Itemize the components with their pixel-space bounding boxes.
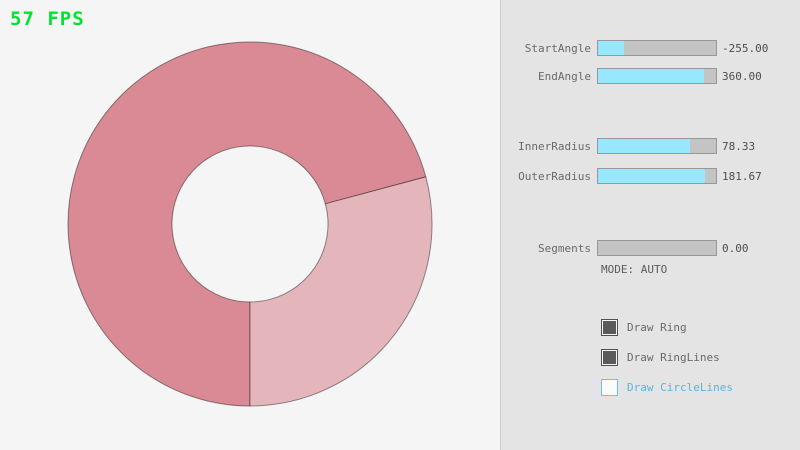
endangle-label: EndAngle <box>538 70 591 83</box>
outerradius-slider[interactable] <box>597 168 717 184</box>
endangle-slider[interactable] <box>597 68 717 84</box>
innerradius-slider[interactable] <box>597 138 717 154</box>
startangle-value: -255.00 <box>722 42 769 55</box>
slider-row-segments: Segments 0.00 <box>501 240 800 256</box>
slider-row-startangle: StartAngle -255.00 <box>501 40 800 56</box>
outerradius-slider-fill <box>598 169 706 183</box>
render-canvas: 57 FPS <box>10 8 433 407</box>
segments-slider[interactable] <box>597 240 717 256</box>
ring-sector-dark <box>67 41 427 407</box>
draw-ringlines-checkbox[interactable] <box>601 348 618 366</box>
slider-row-outerradius: OuterRadius 181.67 <box>501 168 800 184</box>
innerradius-label: InnerRadius <box>518 140 591 153</box>
startangle-slider[interactable] <box>597 40 717 56</box>
segments-value: 0.00 <box>722 242 749 255</box>
draw-circlelines-label: Draw CircleLines <box>627 380 733 394</box>
slider-row-endangle: EndAngle 360.00 <box>501 68 800 84</box>
startangle-slider-fill <box>598 41 624 55</box>
endangle-value: 360.00 <box>722 70 762 83</box>
mode-text: MODE: AUTO <box>601 263 668 276</box>
innerradius-slider-fill <box>598 139 691 153</box>
segments-label: Segments <box>538 242 591 255</box>
ring-sector-light <box>249 176 433 407</box>
controls-panel: StartAngle -255.00 EndAngle 360.00 Inner… <box>500 0 800 450</box>
draw-ring-label: Draw Ring <box>627 320 687 334</box>
draw-ringlines-label: Draw RingLines <box>627 350 720 364</box>
innerradius-value: 78.33 <box>722 140 756 153</box>
checkbox-draw-ringlines[interactable]: Draw RingLines <box>601 348 720 366</box>
checkbox-draw-ring[interactable]: Draw Ring <box>601 318 687 336</box>
outerradius-label: OuterRadius <box>518 170 591 183</box>
draw-ring-checkbox[interactable] <box>601 318 618 336</box>
slider-row-innerradius: InnerRadius 78.33 <box>501 138 800 154</box>
ring-drawing <box>67 41 433 407</box>
fps-counter: 57 FPS <box>10 8 85 30</box>
checkbox-draw-circlelines[interactable]: Draw CircleLines <box>601 378 733 396</box>
endangle-slider-fill <box>598 69 705 83</box>
draw-circlelines-checkbox[interactable] <box>601 378 618 396</box>
outerradius-value: 181.67 <box>722 170 762 183</box>
startangle-label: StartAngle <box>524 42 591 55</box>
